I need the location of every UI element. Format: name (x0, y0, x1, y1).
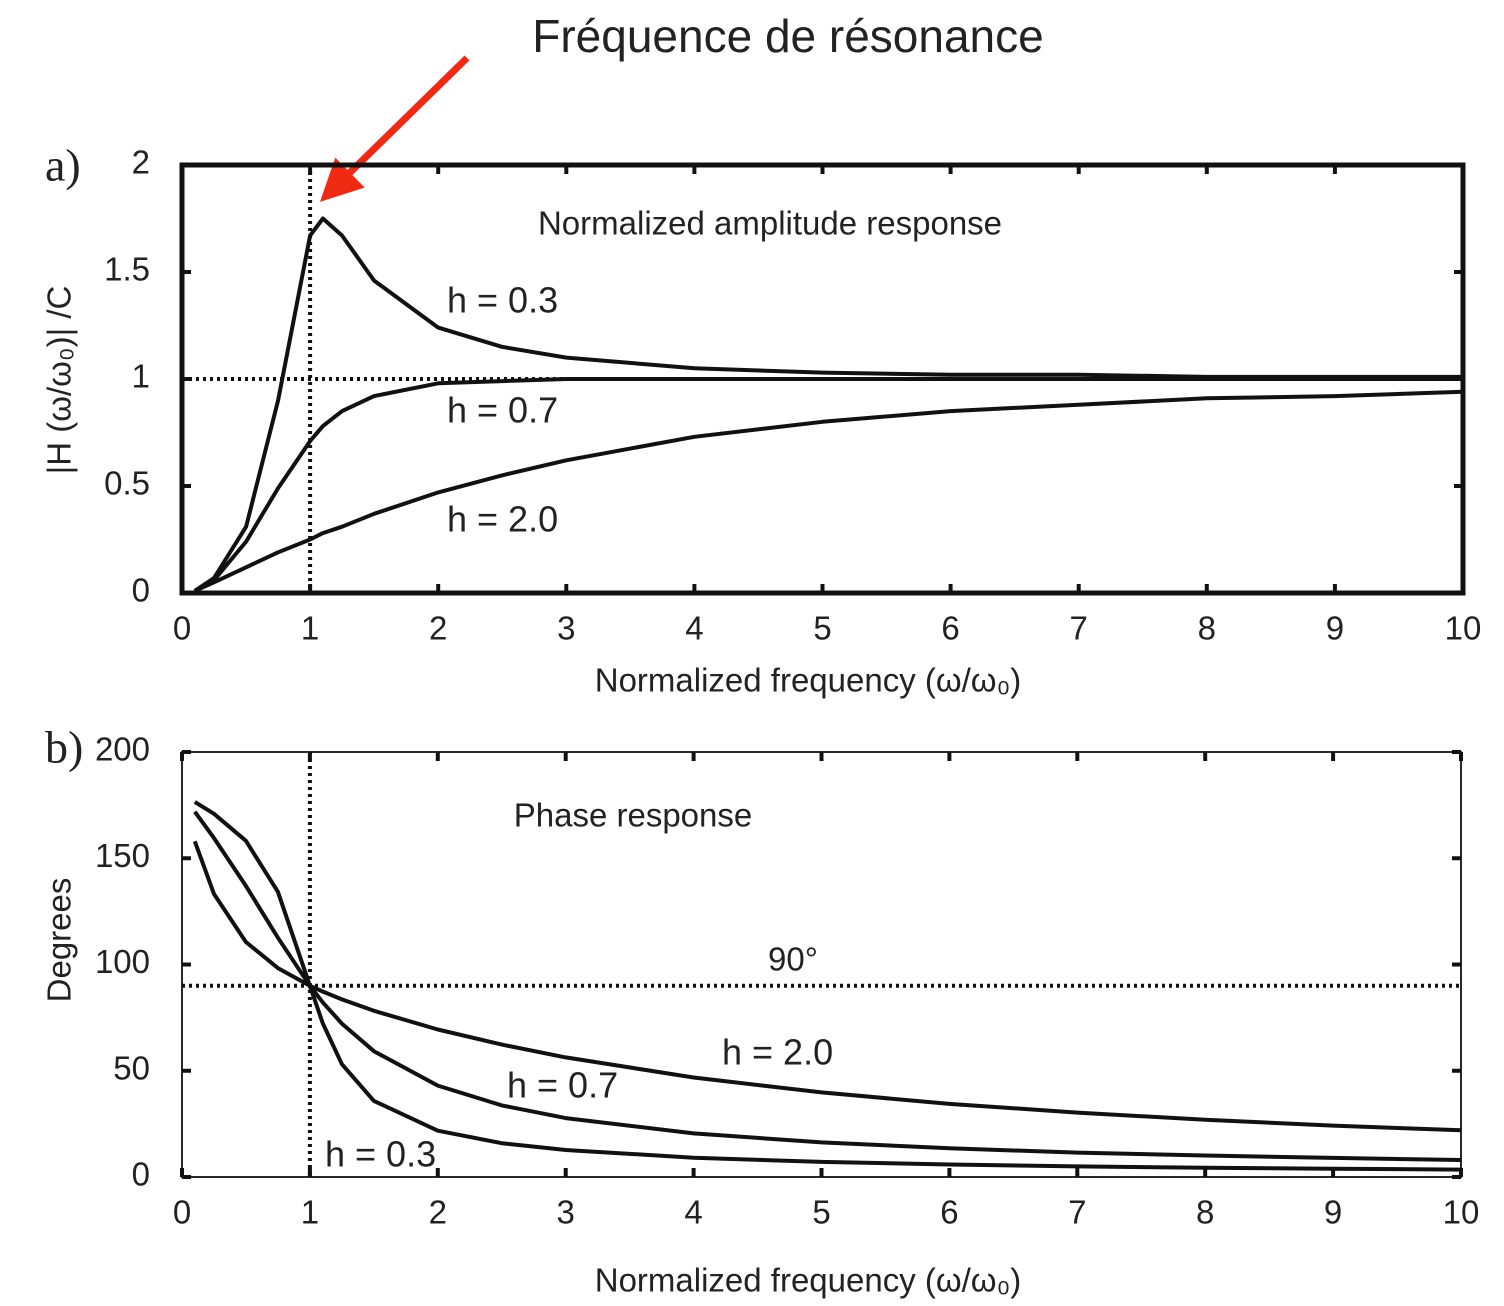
series-label: h = 0.7 (447, 390, 558, 431)
y-tick-label: 150 (95, 837, 150, 874)
x-tick-label: 3 (557, 610, 575, 647)
x-tick-label: 9 (1326, 610, 1344, 647)
plot-frame (179, 162, 1466, 596)
x-tick-label: 3 (557, 1194, 575, 1231)
series-line (193, 216, 1463, 593)
x-tick-label: 1 (301, 610, 319, 647)
series-line (193, 377, 1463, 593)
series-line (192, 840, 1462, 1133)
y-tick-label: 200 (95, 731, 150, 768)
y-tick-label: 0.5 (104, 465, 150, 502)
y-tick-label: 1 (132, 358, 150, 395)
x-tick-label: 2 (429, 1194, 447, 1231)
x-tick-label: 0 (173, 1194, 191, 1231)
x-axis-label: Normalized frequency (ω/ω₀) (595, 1262, 1022, 1299)
y-tick-label: 50 (113, 1049, 150, 1086)
x-tick-label: 2 (429, 610, 447, 647)
y-axis-label: Degrees (41, 878, 78, 1003)
series-label: h = 2.0 (447, 499, 558, 540)
x-tick-label: 4 (684, 1194, 702, 1231)
series-label: h = 0.7 (507, 1065, 618, 1106)
y-tick-label: 1.5 (104, 251, 150, 288)
annotation: Fréquence de résonance (532, 10, 1043, 62)
panel-label: a) (45, 140, 81, 191)
series-label: h = 0.3 (325, 1134, 436, 1175)
x-tick-label: 5 (812, 1194, 830, 1231)
panel-label: b) (45, 722, 83, 773)
series-line (193, 800, 1462, 1172)
x-tick-label: 7 (1070, 610, 1088, 647)
plot-title: Phase response (514, 797, 753, 834)
series-line (193, 389, 1464, 593)
y-tick-label: 100 (95, 943, 150, 980)
x-tick-label: 6 (941, 610, 959, 647)
series-label: h = 0.3 (447, 280, 558, 321)
series-line (193, 810, 1462, 1162)
x-tick-label: 10 (1443, 1194, 1480, 1231)
x-tick-label: 5 (813, 610, 831, 647)
x-tick-label: 7 (1068, 1194, 1086, 1231)
arrow (319, 55, 470, 202)
plot-frame (181, 751, 1462, 1178)
x-tick-label: 0 (173, 610, 191, 647)
x-tick-label: 8 (1198, 610, 1216, 647)
y-axis-label: |H (ω/ω₀)| /C (41, 286, 78, 475)
x-axis-label: Normalized frequency (ω/ω₀) (595, 662, 1022, 699)
x-tick-label: 6 (940, 1194, 958, 1231)
x-tick-label: 9 (1324, 1194, 1342, 1231)
y-tick-label: 0 (132, 1156, 150, 1193)
x-tick-label: 1 (301, 1194, 319, 1231)
x-tick-label: 4 (685, 610, 703, 647)
y-tick-label: 0 (132, 572, 150, 609)
plot-title: Normalized amplitude response (538, 205, 1002, 242)
y-tick-label: 2 (132, 144, 150, 181)
series-label: h = 2.0 (722, 1032, 833, 1073)
x-tick-label: 8 (1196, 1194, 1214, 1231)
reference-label: 90° (768, 941, 818, 978)
x-tick-label: 10 (1445, 610, 1482, 647)
